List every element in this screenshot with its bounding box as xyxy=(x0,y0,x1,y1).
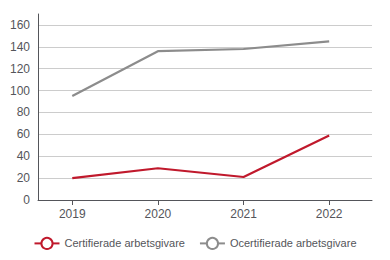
svg-text:140: 140 xyxy=(10,40,30,54)
svg-text:160: 160 xyxy=(10,18,30,32)
svg-text:100: 100 xyxy=(10,84,30,98)
svg-text:40: 40 xyxy=(17,149,31,163)
svg-text:60: 60 xyxy=(17,127,31,141)
svg-text:Certifierade arbetsgivare: Certifierade arbetsgivare xyxy=(64,237,184,249)
svg-text:80: 80 xyxy=(17,105,31,119)
svg-text:Ocertifierade arbetsgivare: Ocertifierade arbetsgivare xyxy=(230,237,357,249)
svg-text:120: 120 xyxy=(10,62,30,76)
svg-text:0: 0 xyxy=(23,193,30,207)
svg-text:2019: 2019 xyxy=(59,207,86,221)
svg-text:20: 20 xyxy=(17,171,31,185)
svg-text:2021: 2021 xyxy=(230,207,257,221)
svg-text:2022: 2022 xyxy=(316,207,343,221)
svg-text:2020: 2020 xyxy=(145,207,172,221)
